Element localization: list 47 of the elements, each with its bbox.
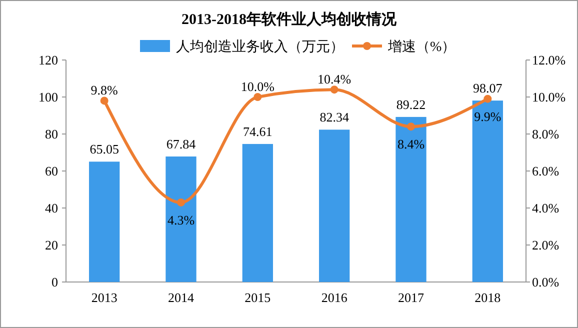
bar xyxy=(242,144,273,282)
legend-label: 人均创造业务收入（万元） xyxy=(176,38,344,55)
point xyxy=(484,94,492,103)
y-tick-label: 100 xyxy=(38,90,58,105)
bar xyxy=(89,162,120,282)
y2-tick-label: 8.0% xyxy=(532,126,560,142)
bar xyxy=(396,116,426,282)
data-label: 98.07 xyxy=(473,80,503,96)
data-label: 9.8% xyxy=(90,82,118,98)
bar xyxy=(166,156,196,282)
chart-title: 2013-2018年软件业人均创收情况 xyxy=(182,11,398,28)
point xyxy=(330,86,338,94)
point xyxy=(407,122,415,131)
y2-tick-label: 4.0% xyxy=(532,200,560,216)
y-tick-label: 80 xyxy=(45,126,58,142)
x-tick-label: 2018 xyxy=(474,290,501,305)
x-tick-label: 2015 xyxy=(244,290,271,305)
data-label: 74.61 xyxy=(243,124,272,139)
y2-tick-label: 6.0% xyxy=(532,164,560,179)
data-label: 10.0% xyxy=(240,79,275,94)
y-tick-label: 40 xyxy=(45,200,58,216)
data-label: 65.05 xyxy=(90,142,119,157)
y-tick-label: 120 xyxy=(38,52,58,68)
y-tick-label: 20 xyxy=(45,238,58,253)
point xyxy=(100,96,108,105)
data-label: 82.34 xyxy=(320,110,350,125)
legend-label: 增速（%） xyxy=(387,38,456,55)
y2-tick-label: 2.0% xyxy=(532,238,560,253)
bar xyxy=(319,130,350,282)
data-label: 8.4% xyxy=(397,136,425,152)
point xyxy=(177,198,185,206)
y-tick-label: 0 xyxy=(52,274,58,290)
x-tick-label: 2014 xyxy=(168,290,194,305)
y-tick-label: 60 xyxy=(45,164,58,179)
data-label: 9.9% xyxy=(474,108,502,124)
x-tick-label: 2017 xyxy=(398,290,424,305)
data-label: 89.22 xyxy=(396,96,426,112)
data-label: 10.4% xyxy=(318,72,352,87)
data-label: 67.84 xyxy=(166,136,196,152)
y2-tick-label: 10.0% xyxy=(532,90,566,105)
x-tick-label: 2013 xyxy=(91,290,118,305)
y2-tick-label: 0.0% xyxy=(532,274,560,290)
x-tick-label: 2016 xyxy=(321,290,348,305)
bar xyxy=(472,100,503,282)
data-label: 4.3% xyxy=(167,212,195,228)
y2-tick-label: 12.0% xyxy=(532,52,566,68)
point xyxy=(254,93,262,101)
